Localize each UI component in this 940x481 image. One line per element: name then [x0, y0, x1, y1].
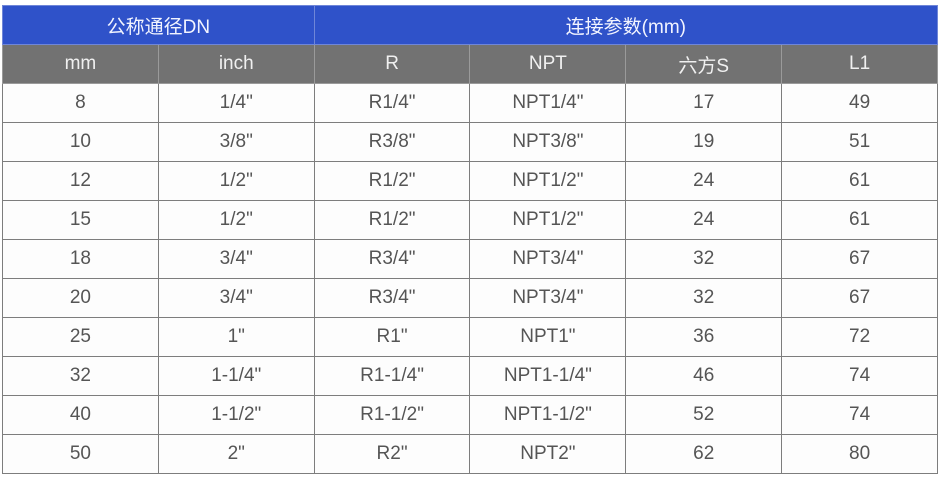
table-cell: NPT1-1/4" [469, 356, 627, 396]
column-header: NPT [469, 44, 627, 84]
table-row: 18 3/4" R3/4" NPT3/4" 32 67 [2, 239, 938, 279]
table-cell: 2" [157, 434, 315, 474]
table-body: 8 1/4" R1/4" NPT1/4" 17 49 10 3/8" R3/8" NPT3/8" 1… [2, 83, 938, 474]
table-cell: 19 [625, 122, 783, 162]
table-cell: NPT3/4" [469, 239, 627, 279]
table-cell: 51 [781, 122, 938, 162]
table-cell: 32 [625, 278, 783, 318]
table-cell: 24 [625, 161, 783, 201]
column-header: mm [2, 44, 159, 84]
table-cell: 25 [2, 317, 159, 357]
table-cell: 74 [781, 395, 938, 435]
table-cell: NPT1" [469, 317, 627, 357]
table-cell: 46 [625, 356, 783, 396]
table-cell: R2" [313, 434, 471, 474]
table-row: 32 1-1/4" R1-1/4" NPT1-1/4" 46 74 [2, 356, 938, 396]
column-header: inch [157, 44, 315, 84]
table-cell: 40 [2, 395, 159, 435]
table-cell: R3/8" [313, 122, 471, 162]
table-cell: 18 [2, 239, 159, 279]
table-cell: 1/2" [157, 200, 315, 240]
table-cell: 32 [625, 239, 783, 279]
table-cell: R1/2" [313, 161, 471, 201]
table-row: 10 3/8" R3/8" NPT3/8" 19 51 [2, 122, 938, 162]
table-cell: R1-1/2" [313, 395, 471, 435]
table-row: 20 3/4" R3/4" NPT3/4" 32 67 [2, 278, 938, 318]
table-cell: 24 [625, 200, 783, 240]
table-cell: 12 [2, 161, 159, 201]
table-cell: 32 [2, 356, 159, 396]
table-cell: NPT1/4" [469, 83, 627, 123]
table-cell: 1" [157, 317, 315, 357]
table-cell: 3/8" [157, 122, 315, 162]
table-cell: 10 [2, 122, 159, 162]
table-cell: R1" [313, 317, 471, 357]
column-header-row: mm inch R NPT 六方S L1 [2, 44, 938, 84]
table-cell: 17 [625, 83, 783, 123]
table-cell: 49 [781, 83, 938, 123]
table-cell: NPT1/2" [469, 200, 627, 240]
table-cell: 61 [781, 200, 938, 240]
table-cell: R3/4" [313, 239, 471, 279]
table-row: 25 1" R1" NPT1" 36 72 [2, 317, 938, 357]
table-cell: NPT1-1/2" [469, 395, 627, 435]
table-cell: NPT2" [469, 434, 627, 474]
table-cell: 50 [2, 434, 159, 474]
table-cell: R3/4" [313, 278, 471, 318]
table-cell: 15 [2, 200, 159, 240]
table-cell: R1/2" [313, 200, 471, 240]
group-header-connection-params: 连接参数(mm) [313, 5, 939, 45]
table-cell: 74 [781, 356, 938, 396]
table-cell: 72 [781, 317, 938, 357]
column-header: 六方S [625, 44, 783, 84]
table-cell: 61 [781, 161, 938, 201]
table-cell: NPT3/4" [469, 278, 627, 318]
table-cell: NPT1/2" [469, 161, 627, 201]
table-cell: 1-1/4" [157, 356, 315, 396]
table-row: 12 1/2" R1/2" NPT1/2" 24 61 [2, 161, 938, 201]
group-header-row: 公称通径DN 连接参数(mm) [2, 5, 939, 45]
table-row: 8 1/4" R1/4" NPT1/4" 17 49 [2, 83, 938, 123]
table-cell: 3/4" [157, 278, 315, 318]
table-cell: 62 [625, 434, 783, 474]
table-cell: 1-1/2" [157, 395, 315, 435]
spec-table: 公称通径DN 连接参数(mm) mm inch R NPT 六方S L1 8 1/4" R1/… [2, 5, 939, 474]
table-cell: 36 [625, 317, 783, 357]
table-row: 15 1/2" R1/2" NPT1/2" 24 61 [2, 200, 938, 240]
table-cell: 67 [781, 239, 938, 279]
table-cell: R1-1/4" [313, 356, 471, 396]
group-header-nominal-diameter: 公称通径DN [2, 5, 315, 45]
table-cell: 20 [2, 278, 159, 318]
table-cell: 1/4" [157, 83, 315, 123]
table-cell: 67 [781, 278, 938, 318]
column-header: L1 [781, 44, 938, 84]
table-row: 50 2" R2" NPT2" 62 80 [2, 434, 938, 474]
table-cell: 1/2" [157, 161, 315, 201]
table-cell: 3/4" [157, 239, 315, 279]
table-cell: 8 [2, 83, 159, 123]
column-header: R [313, 44, 471, 84]
table-cell: 80 [781, 434, 938, 474]
table-cell: NPT3/8" [469, 122, 627, 162]
table-row: 40 1-1/2" R1-1/2" NPT1-1/2" 52 74 [2, 395, 938, 435]
table-cell: 52 [625, 395, 783, 435]
table-cell: R1/4" [313, 83, 471, 123]
